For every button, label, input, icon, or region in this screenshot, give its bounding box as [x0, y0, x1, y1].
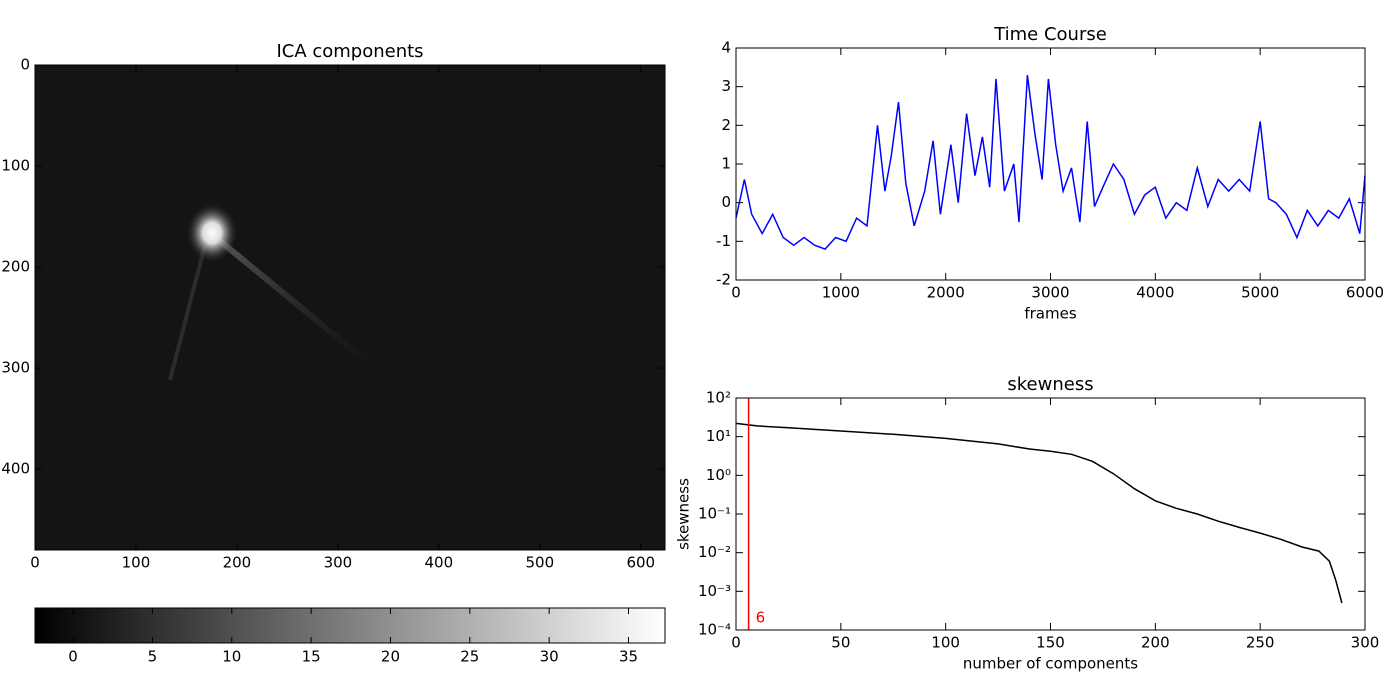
image-background	[35, 65, 665, 550]
y-tick-label: 100	[1, 157, 30, 175]
x-tick-label: 500	[525, 554, 554, 572]
x-tick-label: 3000	[1031, 284, 1069, 302]
x-tick-label: 250	[1246, 634, 1275, 652]
y-tick-label: 10²	[706, 389, 731, 407]
axes-frame	[735, 397, 1366, 631]
marker-label: 6	[756, 609, 766, 627]
x-tick-label: 600	[626, 554, 655, 572]
chart-title: skewness	[1007, 374, 1093, 395]
x-tick-label: 400	[425, 554, 454, 572]
colorbar-tick-label: 35	[619, 648, 638, 666]
y-tick-label: -1	[716, 232, 731, 250]
image-streak	[212, 233, 374, 369]
x-tick-label: 5000	[1241, 284, 1279, 302]
x-tick-label: 300	[324, 554, 353, 572]
x-tick-label: 50	[831, 634, 850, 652]
colorbar-tick-label: 20	[381, 648, 400, 666]
x-tick-label: 0	[731, 634, 741, 652]
y-axis-label: skewness	[675, 478, 693, 550]
x-axis-label: number of components	[963, 655, 1138, 673]
y-tick-label: -2	[716, 271, 731, 289]
x-tick-label: 150	[1036, 634, 1065, 652]
image-content	[35, 65, 665, 550]
y-tick-label: 2	[721, 116, 731, 134]
y-tick-label: 0	[20, 56, 30, 74]
chart-title: Time Course	[993, 24, 1107, 45]
colorbar-tick-label: 10	[222, 648, 241, 666]
x-tick-label: 2000	[927, 284, 965, 302]
x-axis-label: frames	[1024, 305, 1076, 323]
x-tick-label: 100	[931, 634, 960, 652]
image-streak	[168, 244, 207, 381]
x-tick-label: 0	[30, 554, 40, 572]
y-tick-label: 1	[721, 155, 731, 173]
y-tick-label: 400	[1, 460, 30, 478]
y-tick-label: 300	[1, 359, 30, 377]
series-line	[735, 422, 1343, 604]
chart-title: ICA components	[276, 41, 423, 62]
y-tick-label: 10⁻²	[698, 543, 731, 561]
x-tick-label: 200	[223, 554, 252, 572]
x-tick-label: 300	[1351, 634, 1380, 652]
y-tick-label: 10⁰	[706, 466, 731, 484]
y-tick-label: 200	[1, 258, 30, 276]
colorbar-tick-label: 0	[68, 648, 78, 666]
y-tick-label: 10⁻³	[698, 582, 731, 600]
x-tick-label: 100	[122, 554, 151, 572]
x-tick-label: 6000	[1346, 284, 1384, 302]
colorbar-tick-label: 15	[302, 648, 321, 666]
y-tick-label: 10⁻¹	[698, 505, 731, 523]
x-tick-label: 1000	[822, 284, 860, 302]
series-line	[735, 75, 1366, 250]
colorbar	[34, 607, 666, 644]
x-tick-label: 0	[731, 284, 741, 302]
y-tick-label: 10¹	[706, 427, 731, 445]
x-tick-label: 4000	[1136, 284, 1174, 302]
axes-frame	[735, 47, 1366, 281]
x-tick-label: 200	[1141, 634, 1170, 652]
colorbar-tick-label: 25	[460, 648, 479, 666]
colorbar-tick-label: 5	[148, 648, 158, 666]
y-tick-label: 10⁻⁴	[698, 621, 731, 639]
y-tick-label: 3	[721, 77, 731, 95]
image-spot	[186, 203, 238, 263]
y-tick-label: 4	[721, 39, 731, 57]
axes-frame	[34, 64, 666, 551]
y-tick-label: 0	[721, 193, 731, 211]
colorbar-tick-label: 30	[540, 648, 559, 666]
